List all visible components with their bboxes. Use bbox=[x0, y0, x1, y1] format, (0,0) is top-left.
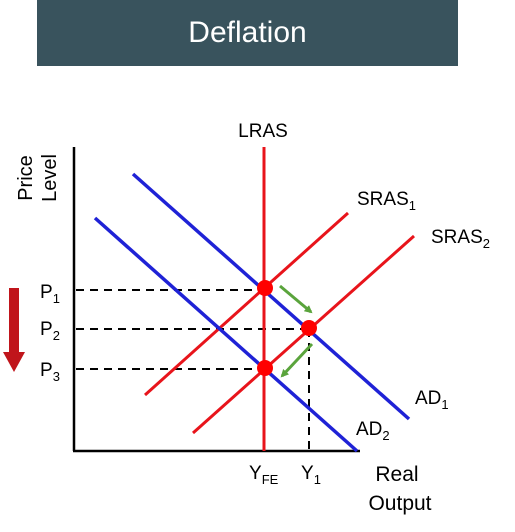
output-label-y1: Y1 bbox=[301, 463, 321, 487]
ad1-curve bbox=[131, 172, 411, 421]
p2-sub: 2 bbox=[53, 328, 60, 343]
x-axis-label-real: Real bbox=[375, 463, 418, 486]
equilibrium-point-1 bbox=[257, 280, 273, 296]
sras1-curve bbox=[143, 211, 350, 397]
ad2-label-base: AD bbox=[356, 419, 382, 440]
p3-base: P bbox=[40, 360, 53, 381]
sras1-label-sub: 1 bbox=[409, 198, 416, 213]
yfe-sub: FE bbox=[262, 472, 279, 487]
p1-sub: 1 bbox=[53, 291, 60, 306]
price-down-arrow-head bbox=[3, 352, 25, 372]
sras2-label: SRAS2 bbox=[431, 227, 490, 251]
ad2-label: AD2 bbox=[356, 419, 390, 443]
equilibrium-point-2 bbox=[301, 320, 317, 336]
y1-base: Y bbox=[301, 463, 314, 484]
lras-label: LRAS bbox=[238, 121, 288, 142]
p1-base: P bbox=[40, 282, 53, 303]
price-label-p1: P1 bbox=[40, 282, 60, 306]
ad1-label: AD1 bbox=[415, 388, 449, 412]
p3-sub: 3 bbox=[53, 369, 60, 384]
equilibrium-point-3 bbox=[257, 360, 273, 376]
y-axis-label-level: Level bbox=[39, 154, 61, 202]
y-axis-label-price: Price bbox=[15, 155, 37, 201]
shift-arrow-upper bbox=[279, 284, 313, 314]
sras2-curve bbox=[192, 234, 415, 435]
price-label-p2: P2 bbox=[40, 319, 60, 343]
page-title: Deflation bbox=[188, 16, 307, 49]
ad1-label-sub: 1 bbox=[441, 397, 448, 412]
ad2-label-sub: 2 bbox=[382, 428, 389, 443]
sras2-label-sub: 2 bbox=[483, 236, 490, 251]
output-label-yfe: YFE bbox=[249, 463, 279, 487]
x-axis-label-output: Output bbox=[368, 492, 431, 515]
ad2-curve bbox=[93, 216, 359, 453]
title-bar: Deflation bbox=[37, 0, 458, 66]
yfe-base: Y bbox=[249, 463, 262, 484]
p2-base: P bbox=[40, 319, 53, 340]
y1-sub: 1 bbox=[314, 472, 321, 487]
sras2-label-base: SRAS bbox=[431, 227, 483, 248]
sras1-label: SRAS1 bbox=[357, 189, 416, 213]
sras1-label-base: SRAS bbox=[357, 189, 409, 210]
price-down-arrow-shaft bbox=[9, 288, 19, 354]
price-label-p3: P3 bbox=[40, 360, 60, 384]
shift-arrow-lower bbox=[280, 342, 314, 378]
ad1-label-base: AD bbox=[415, 388, 441, 409]
